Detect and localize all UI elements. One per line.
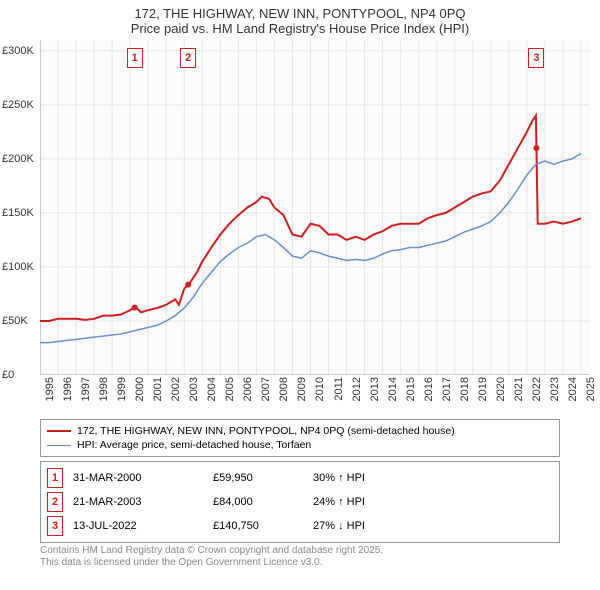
x-tick-label: 2009: [296, 377, 308, 401]
x-tick-label: 2008: [278, 377, 290, 401]
x-axis-labels: 1995 1996 1997 1998 1999 2000 2001 2002 2003 2004…: [40, 375, 590, 415]
sale-price: £84,000: [213, 496, 303, 508]
y-tick-label: £250K: [2, 99, 34, 111]
chart-title-line2: Price paid vs. HM Land Registry's House …: [0, 21, 600, 40]
plot-area: £0£50K£100K£150K£200K£250K£300K123: [40, 40, 590, 375]
y-tick-label: £300K: [2, 45, 34, 57]
sale-delta: 30% ↑ HPI: [313, 472, 433, 484]
footer-line: Contains HM Land Registry data © Crown c…: [40, 545, 560, 557]
x-tick-label: 2024: [567, 377, 579, 401]
plot-svg: [40, 40, 590, 375]
footer-attribution: Contains HM Land Registry data © Crown c…: [40, 545, 560, 569]
legend-swatch: [47, 430, 71, 432]
legend-label: HPI: Average price, semi-detached house,…: [77, 439, 311, 451]
x-tick-label: 2013: [369, 377, 381, 401]
x-tick-label: 2002: [170, 377, 182, 401]
sale-date: 13-JUL-2022: [73, 520, 203, 532]
x-tick-label: 2025: [585, 377, 597, 401]
x-tick-label: 2019: [477, 377, 489, 401]
table-row: 3 13-JUL-2022 £140,750 27% ↓ HPI: [47, 514, 553, 538]
x-tick-label: 2016: [423, 377, 435, 401]
sale-marker-icon: 2: [180, 48, 196, 68]
chart-title-line1: 172, THE HIGHWAY, NEW INN, PONTYPOOL, NP…: [0, 0, 600, 21]
x-tick-label: 2007: [260, 377, 272, 401]
x-tick-label: 2012: [351, 377, 363, 401]
x-tick-label: 2000: [134, 377, 146, 401]
x-tick-label: 1995: [44, 377, 56, 401]
legend-box: 172, THE HIGHWAY, NEW INN, PONTYPOOL, NP…: [40, 419, 560, 457]
sale-marker-icon: 3: [47, 516, 63, 536]
x-tick-label: 1997: [80, 377, 92, 401]
y-tick-label: £200K: [2, 153, 34, 165]
x-tick-label: 2010: [314, 377, 326, 401]
y-tick-label: £150K: [2, 207, 34, 219]
x-tick-label: 2004: [206, 377, 218, 401]
x-tick-label: 2015: [405, 377, 417, 401]
x-tick-label: 2001: [152, 377, 164, 401]
table-row: 2 21-MAR-2003 £84,000 24% ↑ HPI: [47, 490, 553, 514]
legend-swatch: [47, 445, 71, 446]
x-tick-label: 2020: [495, 377, 507, 401]
x-tick-label: 2011: [333, 377, 345, 401]
y-tick-label: £50K: [2, 315, 28, 327]
x-tick-label: 1999: [116, 377, 128, 401]
sale-price: £59,950: [213, 472, 303, 484]
sale-marker-icon: 1: [47, 468, 63, 488]
sale-marker-icon: 3: [528, 48, 544, 68]
x-tick-label: 2014: [387, 377, 399, 401]
x-tick-label: 2017: [441, 377, 453, 401]
sale-marker-icon: 1: [127, 48, 143, 68]
legend-item: HPI: Average price, semi-detached house,…: [47, 438, 553, 452]
sales-table: 1 31-MAR-2000 £59,950 30% ↑ HPI 2 21-MAR…: [40, 461, 560, 543]
x-tick-label: 2023: [549, 377, 561, 401]
x-tick-label: 2021: [513, 377, 525, 401]
footer-line: This data is licensed under the Open Gov…: [40, 557, 560, 569]
sale-date: 31-MAR-2000: [73, 472, 203, 484]
x-tick-label: 2006: [242, 377, 254, 401]
x-tick-label: 1996: [62, 377, 74, 401]
sale-delta: 27% ↓ HPI: [313, 520, 433, 532]
sale-price: £140,750: [213, 520, 303, 532]
legend-label: 172, THE HIGHWAY, NEW INN, PONTYPOOL, NP…: [77, 425, 455, 437]
y-tick-label: £100K: [2, 261, 34, 273]
y-tick-label: £0: [2, 369, 14, 381]
x-tick-label: 2022: [531, 377, 543, 401]
sale-marker-icon: 2: [47, 492, 63, 512]
x-tick-label: 2005: [224, 377, 236, 401]
x-tick-label: 2018: [459, 377, 471, 401]
sale-delta: 24% ↑ HPI: [313, 496, 433, 508]
sale-date: 21-MAR-2003: [73, 496, 203, 508]
x-tick-label: 2003: [188, 377, 200, 401]
x-tick-label: 1998: [98, 377, 110, 401]
chart-container: 172, THE HIGHWAY, NEW INN, PONTYPOOL, NP…: [0, 0, 600, 590]
legend-item: 172, THE HIGHWAY, NEW INN, PONTYPOOL, NP…: [47, 424, 553, 438]
table-row: 1 31-MAR-2000 £59,950 30% ↑ HPI: [47, 466, 553, 490]
